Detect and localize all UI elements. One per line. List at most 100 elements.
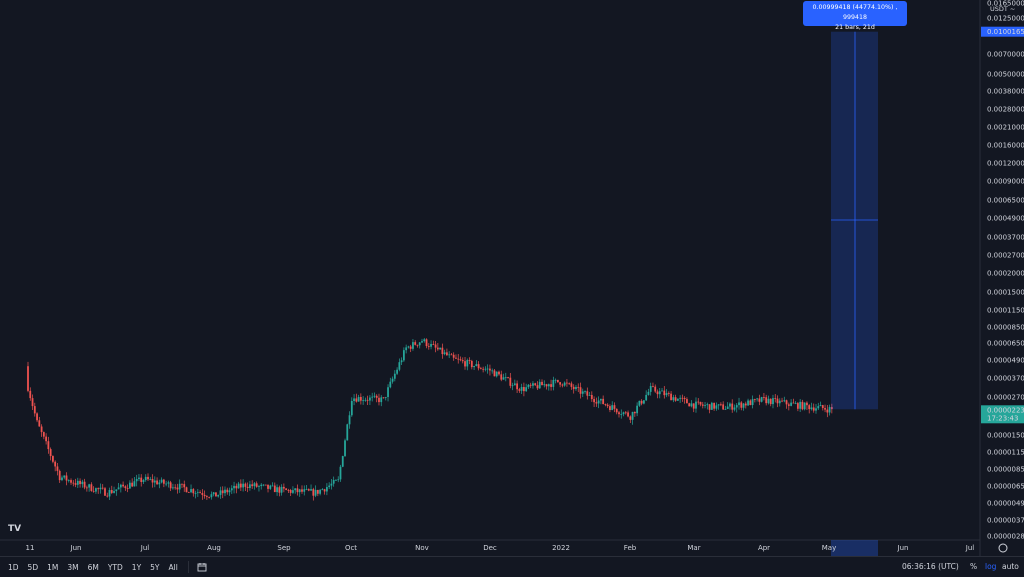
candle (375, 394, 378, 403)
candle (706, 402, 709, 410)
candle (192, 488, 195, 497)
candle (264, 484, 267, 486)
range-ytd-button[interactable]: YTD (107, 562, 123, 572)
measure-tooltip: 0.00999418 (44774.10%) , 999418 21 bars,… (803, 1, 907, 31)
candle (570, 381, 573, 390)
candle (253, 481, 256, 490)
candle (652, 382, 654, 388)
time-tick-label: Jun (897, 544, 909, 552)
candle (604, 403, 607, 407)
candle (409, 344, 412, 353)
candle (590, 391, 593, 402)
candle (70, 478, 72, 485)
candle (314, 485, 317, 498)
candle (443, 349, 446, 356)
candle (545, 383, 548, 390)
candle (584, 390, 586, 394)
currency-label[interactable]: USDT ~ (990, 5, 1016, 13)
candle (280, 484, 283, 496)
candle (353, 394, 355, 406)
candle (452, 352, 455, 361)
candle (226, 487, 229, 495)
time-tick-label: Apr (758, 544, 770, 552)
candle (321, 488, 324, 491)
candle (160, 477, 163, 484)
candle (688, 402, 691, 407)
candle (67, 479, 70, 483)
candle (430, 340, 432, 350)
candle (52, 455, 54, 464)
range-6m-button[interactable]: 6M (87, 562, 99, 572)
candle (699, 401, 702, 407)
current-price-label: 0.00002232 (987, 406, 1024, 414)
candle (260, 483, 263, 490)
candle (661, 387, 663, 392)
candle (538, 379, 541, 389)
candle (117, 483, 120, 490)
candle (104, 487, 106, 497)
time-tick-label: Feb (624, 544, 637, 552)
utc-clock[interactable]: 06:36:16 (UTC) (902, 562, 959, 571)
candle (808, 404, 811, 414)
candle (99, 483, 102, 494)
candle (629, 415, 632, 424)
candle (446, 348, 448, 357)
range-all-button[interactable]: All (168, 562, 178, 572)
candle (561, 383, 564, 388)
candle (740, 401, 743, 411)
range-1m-button[interactable]: 1M (47, 562, 59, 572)
candle (778, 398, 781, 407)
candle (203, 490, 206, 499)
candle (124, 485, 127, 491)
candle (656, 389, 659, 399)
candle (436, 343, 439, 351)
time-tick-label: Nov (415, 544, 429, 552)
measure-line-2: 21 bars, 21d (835, 24, 875, 31)
log-scale-button[interactable]: log (985, 562, 997, 571)
candle (335, 479, 337, 481)
candle (278, 485, 281, 497)
candle (255, 481, 258, 488)
candle (369, 395, 371, 405)
candle (828, 404, 831, 416)
candle (466, 358, 469, 371)
calendar-icon[interactable] (197, 562, 207, 572)
candle (774, 394, 777, 403)
range-5d-button[interactable]: 5D (27, 562, 39, 572)
candle (547, 383, 550, 391)
candle (167, 480, 170, 488)
candle (708, 404, 711, 414)
candle (627, 410, 629, 418)
candle (701, 401, 704, 409)
candle (479, 366, 482, 370)
candle (658, 388, 661, 399)
candle (502, 373, 505, 380)
candle (477, 361, 480, 371)
candle (615, 408, 618, 415)
auto-scale-button[interactable]: auto (1002, 562, 1019, 571)
time-tick-label: Oct (345, 544, 357, 552)
range-1y-button[interactable]: 1Y (131, 562, 142, 572)
axis-settings-icon[interactable] (998, 543, 1008, 553)
candle (316, 489, 319, 497)
range-1d-button[interactable]: 1D (8, 562, 19, 572)
candle (529, 382, 532, 389)
time-tick-label: 11 (26, 544, 35, 552)
range-5y-button[interactable]: 5Y (150, 562, 160, 572)
percent-scale-button[interactable]: % (970, 562, 978, 571)
tradingview-logo[interactable]: TV (8, 524, 22, 534)
candle (382, 397, 385, 399)
candle (301, 485, 303, 494)
range-3m-button[interactable]: 3M (67, 562, 79, 572)
candle (824, 404, 826, 413)
candle (731, 399, 734, 413)
candle (58, 469, 61, 483)
candle (532, 381, 534, 389)
candle (346, 423, 349, 441)
candle (464, 357, 466, 370)
